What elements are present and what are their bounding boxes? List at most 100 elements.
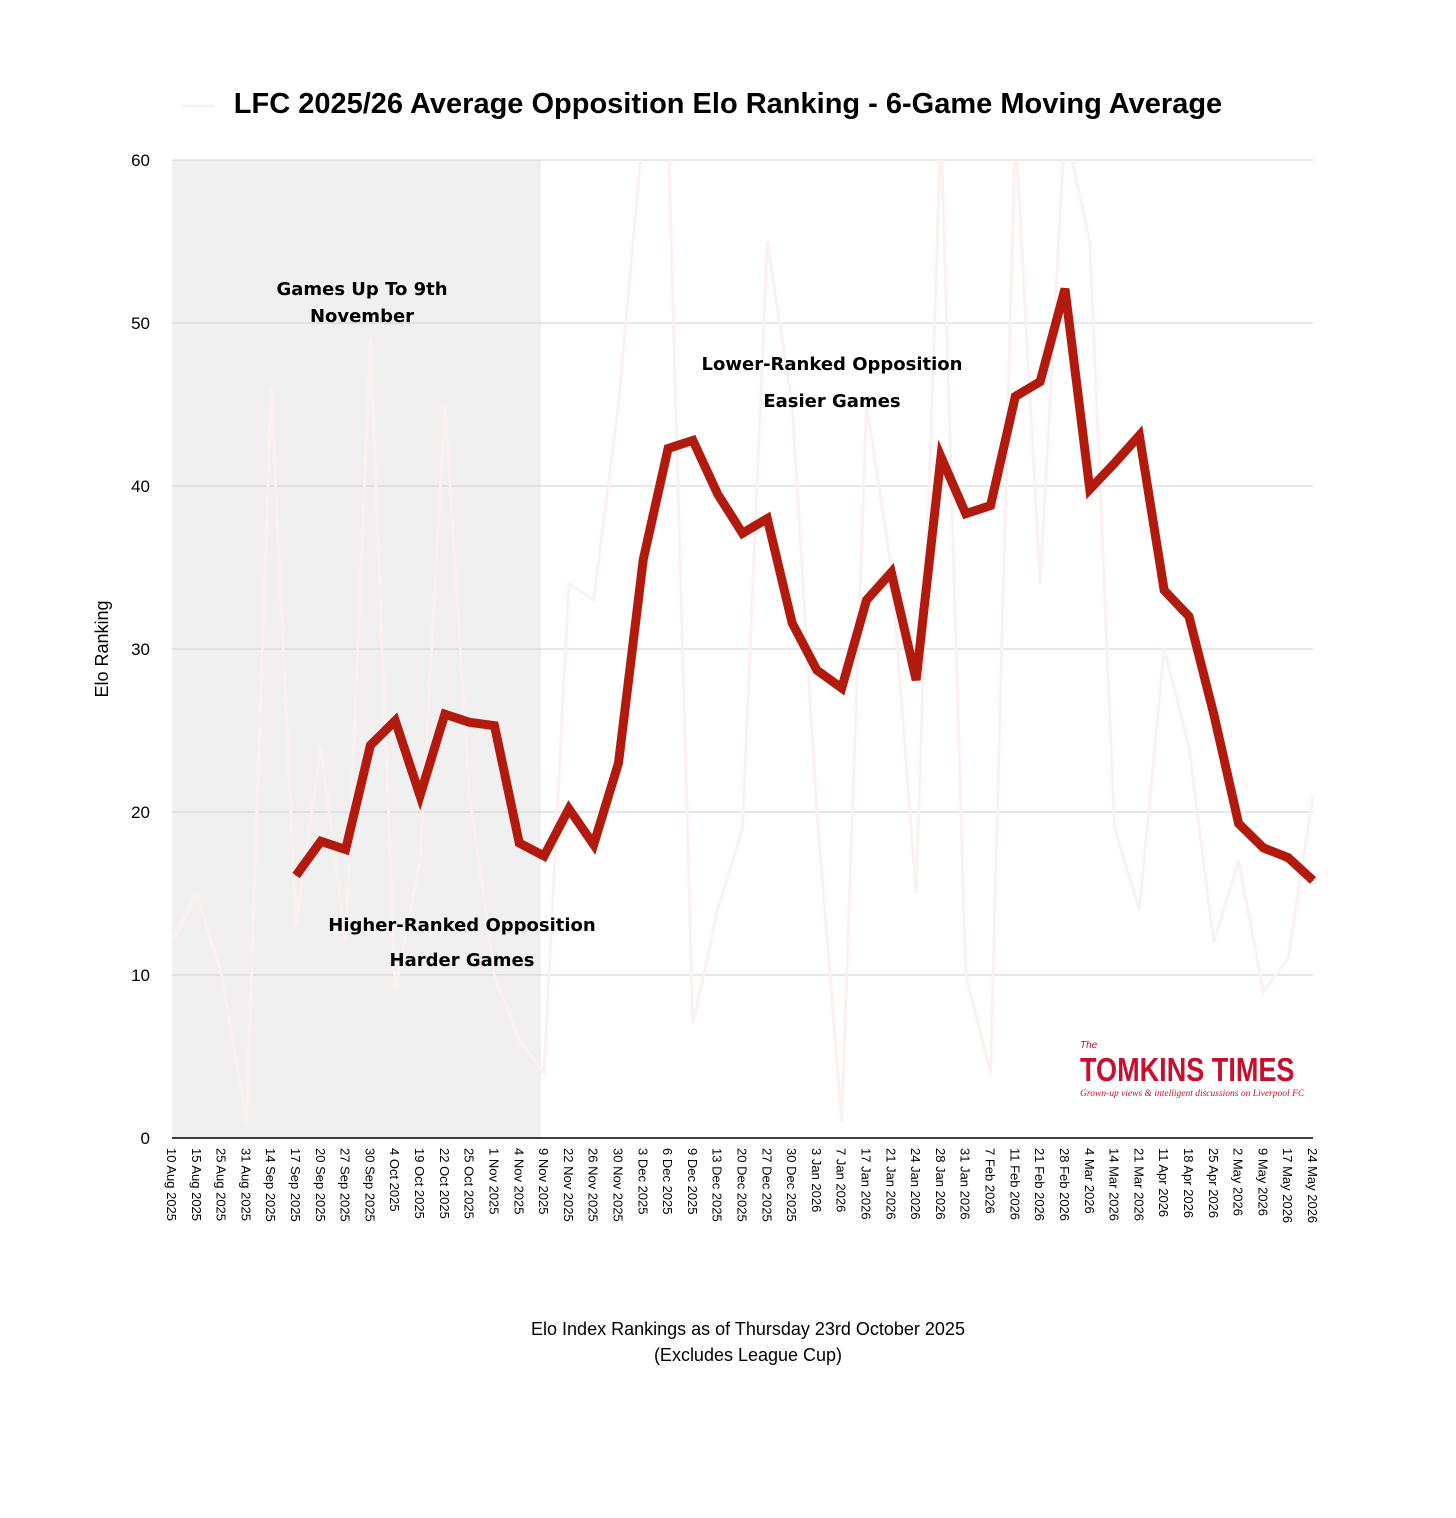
data-point [717,909,719,911]
data-point [196,893,198,894]
x-tick-label: 30 Dec 2025 [784,1148,799,1222]
x-tick-label: 21 Jan 2026 [883,1148,898,1220]
data-point [1138,909,1140,911]
data-point [295,875,297,877]
x-tick-label: 31 Jan 2026 [958,1148,973,1220]
data-point [1163,589,1165,591]
x-tick-label: 4 Oct 2025 [387,1148,402,1212]
data-point [295,925,297,927]
x-tick-label: 7 Feb 2026 [983,1148,998,1214]
data-point [791,404,793,405]
data-point [643,127,644,128]
data-point [915,893,917,894]
x-tick-label: 22 Nov 2025 [561,1148,576,1222]
data-point [345,941,347,943]
data-point [1238,822,1240,824]
data-point [568,583,570,585]
data-point [940,127,941,128]
x-tick-label: 1 Nov 2025 [486,1148,501,1215]
data-point [816,669,818,671]
data-point [1039,583,1041,585]
data-point [1114,827,1116,829]
data-point [1015,127,1016,128]
data-point [1238,860,1240,862]
x-tick-label: 24 May 2026 [1305,1148,1320,1223]
y-tick-label: 50 [131,314,150,333]
x-tick-label: 22 Oct 2025 [437,1148,452,1219]
data-point [1064,288,1066,290]
data-point [1287,958,1289,960]
data-point [890,571,892,573]
data-point [1064,127,1065,128]
x-tick-label: 24 Jan 2026 [908,1148,923,1220]
x-tick-label: 7 Jan 2026 [834,1148,849,1212]
data-point [1114,462,1116,464]
data-point [617,404,619,405]
data-point [816,811,818,813]
x-tick-label: 4 Nov 2025 [511,1148,526,1215]
x-tick-label: 17 Sep 2025 [288,1148,303,1222]
data-point [791,622,793,624]
data-point [692,1023,694,1025]
y-tick-label: 10 [131,966,150,985]
data-point [444,713,446,715]
data-point [965,974,967,976]
data-point [270,387,272,389]
x-tick-label: 18 Apr 2026 [1181,1148,1196,1218]
data-point [990,1072,992,1074]
data-point [394,720,396,722]
data-point [717,493,719,495]
data-point [1188,615,1190,617]
easier-line1: Lower-Ranked Opposition [701,354,963,375]
x-tick-label: 17 Jan 2026 [859,1148,874,1220]
x-tick-label: 20 Sep 2025 [313,1148,328,1222]
x-tick-label: 19 Oct 2025 [412,1148,427,1219]
x-tick-label: 26 Nov 2025 [586,1148,601,1222]
harder-line1: Higher-Ranked Opposition [328,915,596,936]
y-tick-label: 60 [131,151,150,170]
x-tick-label: 31 Aug 2025 [238,1148,253,1221]
x-tick-label: 4 Mar 2026 [1082,1148,1097,1214]
data-point [469,795,471,797]
shaded-label-line2: November [309,306,415,327]
shaded-label-line1: Games Up To 9th [276,279,448,300]
shaded-region-label: Games Up To 9th November [232,276,492,330]
data-point [369,744,371,746]
data-point [742,532,743,534]
data-point [345,848,347,850]
x-tick-label: 14 Sep 2025 [263,1148,278,1222]
data-point [320,746,322,748]
x-tick-label: 20 Dec 2025 [735,1148,750,1222]
data-point [841,687,843,689]
data-point [692,439,694,441]
x-tick-label: 28 Jan 2026 [933,1148,948,1220]
data-point [642,558,644,560]
data-point [568,808,570,810]
data-point [1089,241,1091,242]
y-tick-label: 40 [131,477,150,496]
x-tick-label: 11 Feb 2026 [1007,1148,1022,1220]
data-point [1213,941,1215,943]
x-tick-label: 15 Aug 2025 [189,1148,204,1221]
data-point [221,974,223,976]
x-tick-label: 21 Mar 2026 [1131,1148,1146,1221]
data-point [1014,395,1016,397]
data-point [543,855,545,857]
x-tick-label: 10 Aug 2025 [164,1148,179,1221]
data-point [518,1039,520,1041]
data-point [990,505,992,507]
data-point [1262,847,1264,849]
x-tick-label: 25 Apr 2026 [1206,1148,1221,1218]
x-tick-label: 17 May 2026 [1280,1148,1295,1223]
chart-title: LFC 2025/26 Average Opposition Elo Ranki… [233,88,1223,120]
x-tick-label: 9 May 2026 [1255,1148,1270,1216]
logo-name: TOMKINS TIMES [1080,1051,1295,1088]
easier-line2: Easier Games [763,391,901,412]
harder-line2: Harder Games [389,950,535,971]
data-point [1138,434,1140,436]
y-tick-label: 30 [131,640,150,659]
data-point [593,599,595,601]
x-tick-label: 14 Mar 2026 [1107,1148,1122,1221]
data-point [444,404,446,405]
